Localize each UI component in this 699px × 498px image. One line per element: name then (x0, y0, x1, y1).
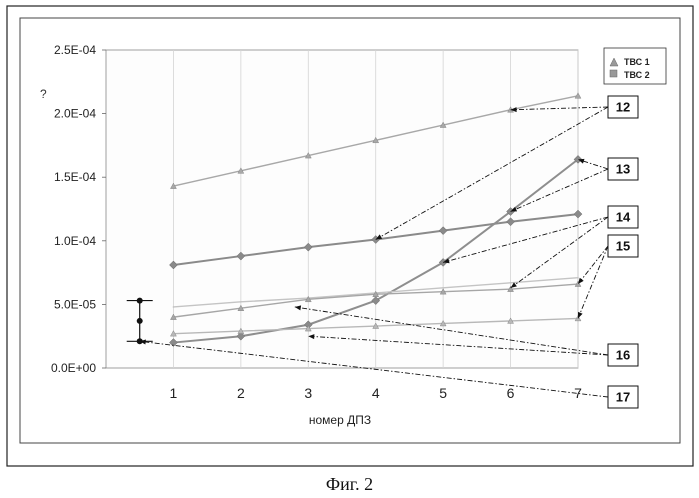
error-bar-point (137, 298, 143, 304)
y-tick-label: 1.5E-04 (54, 170, 96, 184)
y-tick-label: 1.0E-04 (54, 234, 96, 248)
data-point (173, 306, 175, 308)
data-point (510, 282, 512, 284)
legend-marker-square (610, 70, 617, 77)
x-tick-label: 4 (372, 385, 380, 401)
x-tick-label: 3 (304, 385, 312, 401)
x-tick-label: 6 (507, 385, 515, 401)
y-tick-label: 2.0E-04 (54, 107, 96, 121)
x-tick-label: 2 (237, 385, 245, 401)
annotation-label: 15 (616, 239, 630, 254)
x-axis-label: номер ДПЗ (309, 413, 371, 427)
data-point (577, 277, 579, 279)
plot-area (106, 50, 578, 368)
annotation-label: 16 (616, 348, 630, 363)
y-tick-label: 2.5E-04 (54, 43, 96, 57)
y-tick-label: 5.0E-05 (54, 297, 96, 311)
annotation-label: 14 (616, 210, 631, 225)
y-axis-label: ? (40, 87, 47, 101)
annotation-label: 17 (616, 390, 630, 405)
y-tick-label: 0.0E+00 (51, 361, 96, 375)
data-point (240, 301, 242, 303)
figure-caption: Фиг. 2 (0, 474, 699, 495)
legend-entry-1: ТВС 1 (624, 57, 650, 67)
x-tick-label: 5 (439, 385, 447, 401)
error-bar-point (137, 318, 143, 324)
legend-entry-2: ТВС 2 (624, 70, 650, 80)
legend: ТВС 1 ТВС 2 (604, 48, 666, 84)
annotation-label: 13 (616, 162, 630, 177)
x-tick-label: 1 (170, 385, 178, 401)
annotation-label: 12 (616, 100, 630, 115)
